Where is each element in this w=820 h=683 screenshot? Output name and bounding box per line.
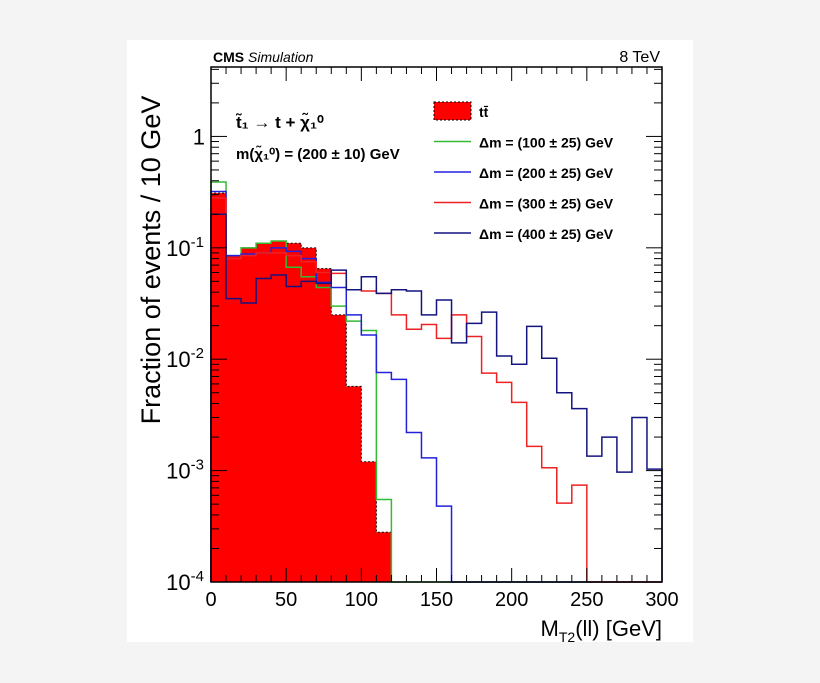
x-axis-label: MT2(ll) [GeV]	[541, 616, 662, 645]
legend-label: Δm = (200 ± 25) GeV	[479, 165, 614, 181]
legend-entry: Δm = (100 ± 25) GeV	[434, 135, 614, 151]
y-tick-label: 10-2	[166, 345, 204, 372]
y-tick-label: 10-1	[166, 234, 204, 261]
series-4	[210, 213, 663, 582]
series-fill	[210, 192, 662, 583]
annotation-process: t̃₁ → t + χ̃₁⁰	[236, 112, 324, 132]
annotation-mass: m(χ̃₁⁰) = (200 ± 10) GeV	[236, 145, 400, 163]
y-tick-label: 10-4	[166, 568, 204, 595]
legend-entry: Δm = (400 ± 25) GeV	[434, 226, 614, 242]
legend-entry: tt̄	[433, 101, 489, 121]
legend-label: tt̄	[479, 104, 489, 120]
series-line	[210, 197, 662, 583]
legend-label: Δm = (400 ± 25) GeV	[479, 226, 614, 242]
series-line	[210, 213, 663, 582]
y-tick-label: 1	[193, 124, 205, 149]
legend-entry: Δm = (200 ± 25) GeV	[434, 165, 614, 181]
x-tick-label: 50	[275, 589, 297, 611]
x-tick-label: 200	[495, 589, 528, 611]
legend-entry: Δm = (300 ± 25) GeV	[434, 196, 614, 212]
x-tick-label: 150	[420, 589, 453, 611]
legend-swatch	[433, 101, 472, 121]
header-left: CMS Simulation	[213, 49, 314, 65]
legend-label: Δm = (100 ± 25) GeV	[479, 135, 614, 151]
series-0	[210, 192, 662, 583]
legend-label: Δm = (300 ± 25) GeV	[479, 196, 614, 212]
x-tick-label: 0	[205, 589, 216, 611]
x-tick-label: 250	[570, 589, 603, 611]
y-tick-label: 10-3	[166, 457, 204, 484]
header-right: 8 TeV	[619, 49, 660, 66]
x-tick-label: 100	[345, 589, 378, 611]
x-tick-label: 300	[645, 589, 678, 611]
series-3	[210, 197, 662, 583]
y-axis-label: Fraction of events / 10 GeV	[136, 96, 166, 425]
